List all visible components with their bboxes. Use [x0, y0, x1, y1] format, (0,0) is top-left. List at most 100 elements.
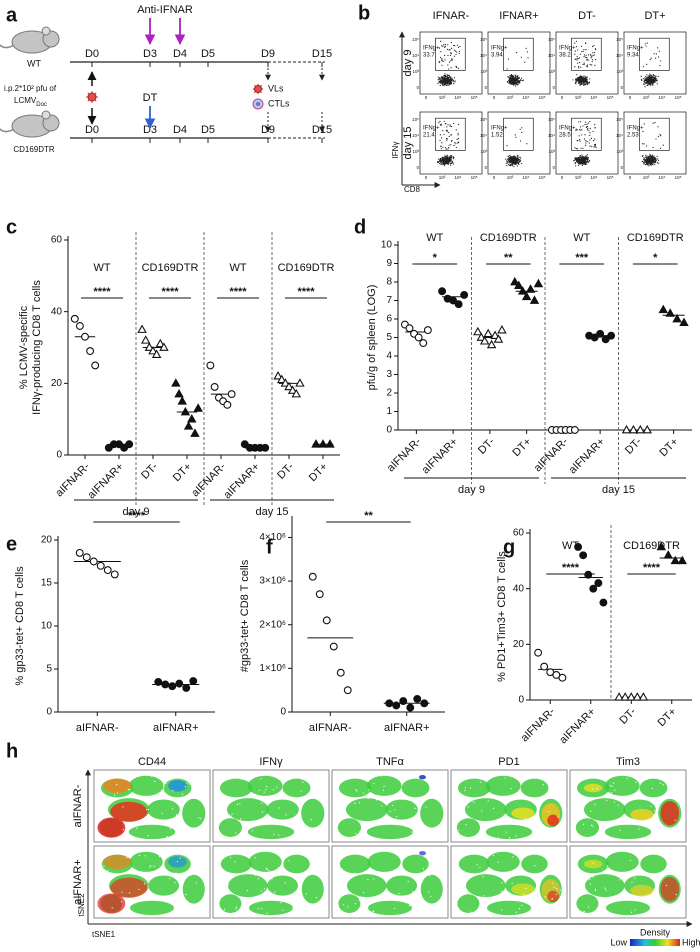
flow-dot — [581, 134, 583, 136]
flow-dot — [655, 158, 657, 160]
flow-tick: 10⁵ — [548, 117, 555, 122]
flow-dot — [659, 133, 661, 136]
tsne-speck — [589, 878, 591, 881]
flow-tick: 10³ — [548, 69, 555, 74]
data-point — [594, 579, 603, 588]
flow-dot — [572, 79, 574, 81]
flow-plot — [623, 31, 687, 95]
tsne-speck — [508, 837, 511, 839]
tsne-speck — [198, 817, 200, 819]
flow-dot — [439, 134, 441, 136]
tsne-speck — [409, 905, 411, 907]
tsne-hotspot — [419, 775, 426, 780]
tsne-speck — [231, 813, 233, 815]
tsne-cluster — [457, 778, 491, 798]
flow-dot — [437, 79, 439, 81]
flow-dot — [450, 164, 452, 166]
flow-dot — [582, 161, 584, 163]
flow-tick: 0 — [493, 175, 496, 180]
data-point — [174, 388, 184, 398]
tsne-speck — [368, 789, 370, 791]
y-tick-label: 9 — [386, 258, 392, 269]
flow-dot — [579, 160, 581, 162]
tsne-speck — [168, 877, 171, 880]
flow-dot — [450, 133, 453, 136]
flow-dot — [444, 83, 446, 85]
tsne-speck — [555, 893, 557, 895]
day-label: day 9 — [123, 506, 150, 518]
flow-dot — [507, 158, 509, 160]
flow-dot — [578, 57, 581, 59]
tsne-speck — [373, 782, 375, 785]
axis-label: CD8 — [404, 185, 421, 194]
flow-dot — [517, 154, 519, 156]
tsne-speck — [358, 774, 360, 776]
data-point — [308, 572, 317, 581]
tsne-speck — [482, 876, 484, 878]
tsne-hotspot — [660, 876, 680, 902]
flow-dot — [512, 161, 514, 163]
flow-dot — [593, 45, 595, 47]
tsne-speck — [251, 830, 253, 832]
flow-dot — [446, 138, 448, 140]
flow-dot — [509, 78, 511, 80]
tsne-speck — [486, 851, 489, 853]
flow-dot — [583, 161, 586, 164]
flow-dot — [647, 157, 649, 159]
tsne-speck — [195, 904, 197, 906]
tsne-speck — [132, 901, 134, 904]
flow-tick: 10³ — [412, 149, 419, 154]
data-point — [570, 426, 579, 434]
flow-dot — [579, 53, 582, 55]
flow-dot — [439, 61, 441, 63]
flow-dot — [441, 58, 443, 60]
flow-tick: 0 — [425, 175, 428, 180]
tsne-speck — [590, 824, 592, 826]
flow-dot — [576, 78, 578, 80]
flow-dot — [594, 48, 596, 50]
flow-dot — [592, 130, 594, 133]
day-label: D0 — [85, 48, 99, 60]
flow-dot — [577, 65, 580, 68]
tsne-speck — [166, 836, 168, 838]
flow-dot — [446, 129, 448, 131]
tsne-speck — [272, 788, 275, 791]
flow-dot — [508, 79, 511, 81]
tsne-speck — [414, 807, 416, 809]
flow-dot — [574, 53, 576, 55]
flow-dot — [512, 164, 514, 166]
flow-dot — [449, 163, 452, 165]
tsne-speck — [679, 858, 681, 860]
flow-dot — [586, 160, 588, 162]
flow-dot — [440, 81, 442, 83]
tsne-speck — [609, 785, 612, 787]
flow-dot — [576, 161, 578, 163]
tsne-cluster — [226, 798, 269, 822]
flow-dot — [514, 76, 517, 78]
tsne-speck — [405, 855, 407, 857]
tsne-cluster — [401, 778, 430, 798]
tsne-speck — [650, 805, 652, 808]
tsne-hotspot — [110, 877, 148, 898]
flow-dot — [511, 161, 514, 164]
tsne-cluster — [639, 778, 668, 798]
tsne-speck — [122, 828, 124, 831]
y-tick-label: 20 — [51, 378, 63, 389]
flow-tick: 10⁵ — [471, 175, 478, 180]
flow-dot — [446, 139, 448, 141]
tsne-speck — [126, 856, 128, 859]
tsne-speck — [587, 906, 590, 908]
flow-dot — [448, 157, 450, 159]
flow-dot — [647, 164, 649, 166]
y-axis-label: pfu/g of spleen (LOG) — [366, 285, 378, 391]
flow-dot — [586, 129, 589, 131]
tsne-speck — [121, 891, 123, 893]
tsne-cluster — [301, 874, 324, 904]
tsne-speck — [239, 818, 242, 820]
tsne-speck — [456, 903, 458, 905]
tsne-speck — [356, 790, 358, 792]
y-tick-label: 5 — [386, 332, 392, 343]
flow-dot — [652, 73, 654, 76]
tsne-speck — [162, 898, 165, 900]
x-tick-label: DT- — [476, 435, 497, 456]
